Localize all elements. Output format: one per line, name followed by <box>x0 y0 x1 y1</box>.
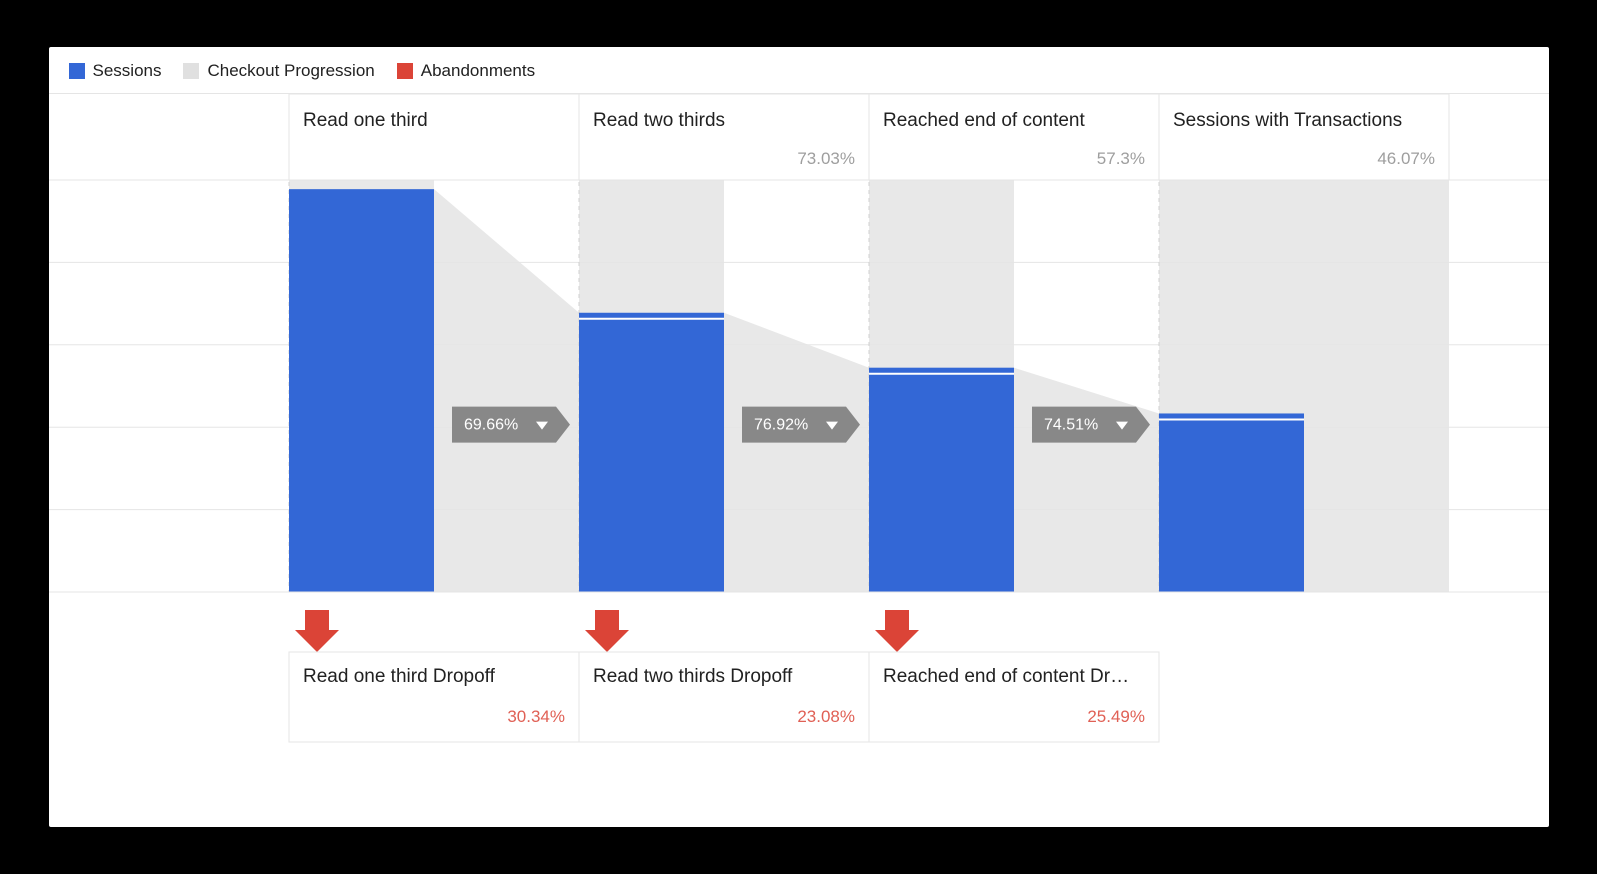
sessions-bar <box>869 368 1014 592</box>
abandonment-arrow-icon <box>875 610 919 652</box>
column-header-bg <box>289 94 579 180</box>
dropoff-title: Reached end of content Dr… <box>883 666 1129 687</box>
sessions-bar <box>289 189 434 592</box>
dropoff-title: Read two thirds Dropoff <box>593 666 793 687</box>
dropoff-percent: 30.34% <box>507 707 565 726</box>
progress-badge-label: 76.92% <box>754 417 808 434</box>
dropoff-percent: 23.08% <box>797 707 855 726</box>
legend-label: Checkout Progression <box>207 61 374 81</box>
swatch-sessions <box>69 63 85 79</box>
swatch-progression <box>183 63 199 79</box>
column-title: Reached end of content <box>883 110 1085 131</box>
sessions-bar <box>1159 413 1304 592</box>
column-title: Sessions with Transactions <box>1173 110 1402 131</box>
abandonment-arrow-icon <box>295 610 339 652</box>
column-subtitle: 57.3% <box>1096 149 1144 168</box>
column-title: Read two thirds <box>593 110 725 131</box>
legend: Sessions Checkout Progression Abandonmen… <box>49 47 1549 93</box>
dropoff-percent: 25.49% <box>1087 707 1145 726</box>
dropoff-title: Read one third Dropoff <box>303 666 496 687</box>
progress-badge-label: 74.51% <box>1044 417 1098 434</box>
legend-label: Sessions <box>93 61 162 81</box>
legend-item-progression: Checkout Progression <box>183 61 374 81</box>
column-subtitle: 73.03% <box>797 149 855 168</box>
funnel-chart: 01836547290Read one thirdRead two thirds… <box>49 93 1549 827</box>
column-title: Read one third <box>303 110 428 131</box>
legend-item-sessions: Sessions <box>69 61 162 81</box>
abandonment-arrow-icon <box>585 610 629 652</box>
sessions-bar <box>579 313 724 592</box>
funnel-card: Sessions Checkout Progression Abandonmen… <box>49 47 1549 827</box>
column-subtitle: 46.07% <box>1377 149 1435 168</box>
swatch-abandonments <box>397 63 413 79</box>
progress-badge-label: 69.66% <box>464 417 518 434</box>
funnel-svg: 01836547290Read one thirdRead two thirds… <box>49 94 1549 827</box>
legend-label: Abandonments <box>421 61 535 81</box>
legend-item-abandonments: Abandonments <box>397 61 535 81</box>
